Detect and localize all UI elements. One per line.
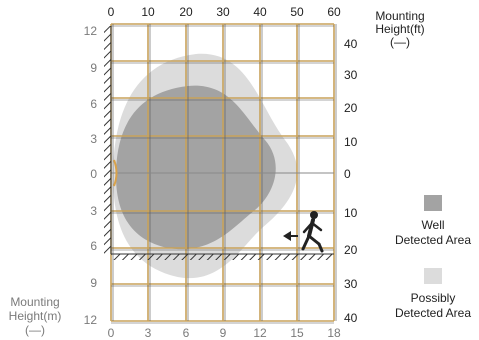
left-tick: 9 — [90, 276, 97, 290]
top-tick: 10 — [141, 5, 155, 19]
bottom-tick: 12 — [253, 326, 267, 340]
right-tick: 40 — [344, 37, 358, 51]
top-tick: 20 — [179, 5, 193, 19]
right-title-line1: Mounting — [375, 9, 424, 23]
bottom-tick: 3 — [145, 326, 152, 340]
floor-hatch — [111, 254, 334, 260]
right-tick: 20 — [344, 101, 358, 115]
possibly-legend-line2: Detected Area — [395, 306, 471, 320]
wall-hatch — [104, 26, 111, 254]
right-tick: 30 — [344, 68, 358, 82]
left-axis-title: Mounting Height(m) (—) — [9, 295, 62, 337]
right-axis: 40 30 20 10 0 10 20 30 40 — [344, 37, 358, 325]
left-tick: 6 — [90, 97, 97, 111]
left-title-line1: Mounting — [10, 295, 59, 309]
right-tick: 20 — [344, 243, 358, 257]
top-tick: 50 — [290, 5, 304, 19]
top-tick: 30 — [216, 5, 230, 19]
top-axis: 0 10 20 30 40 50 60 — [108, 5, 341, 19]
left-axis: 12 9 6 3 0 3 6 9 12 — [84, 24, 98, 327]
left-tick: 6 — [90, 239, 97, 253]
bottom-axis: 0 3 6 9 12 15 18 — [108, 326, 341, 340]
left-tick: 12 — [84, 24, 98, 38]
bottom-tick: 15 — [290, 326, 304, 340]
left-tick: 3 — [90, 204, 97, 218]
right-tick: 40 — [344, 311, 358, 325]
left-title-line3: (—) — [25, 323, 45, 337]
well-legend-line1: Well — [421, 218, 444, 232]
bottom-tick: 18 — [327, 326, 341, 340]
right-title-line3: (—) — [390, 35, 410, 49]
right-tick: 10 — [344, 135, 358, 149]
sensor-icon — [113, 159, 118, 187]
well-detected-area — [116, 85, 276, 250]
top-tick: 60 — [327, 5, 341, 19]
bottom-tick: 9 — [220, 326, 227, 340]
top-tick: 0 — [108, 5, 115, 19]
right-tick: 30 — [344, 277, 358, 291]
bottom-tick: 6 — [183, 326, 190, 340]
left-tick: 12 — [84, 313, 98, 327]
left-tick: 3 — [90, 132, 97, 146]
right-title-line2: Height(ft) — [375, 22, 424, 36]
possibly-legend-line1: Possibly — [411, 291, 456, 305]
right-axis-title: Mounting Height(ft) (—) — [375, 9, 424, 49]
possibly-detected-swatch — [424, 268, 442, 284]
left-tick: 9 — [90, 61, 97, 75]
left-arrow-icon — [283, 231, 298, 241]
well-detected-swatch — [424, 195, 442, 211]
grid — [110, 23, 335, 322]
top-tick: 40 — [253, 5, 267, 19]
well-legend-line2: Detected Area — [395, 233, 471, 247]
left-tick: 0 — [90, 167, 97, 181]
legend: Well Detected Area Possibly Detected Are… — [395, 195, 471, 320]
walking-person-icon — [301, 211, 324, 253]
left-title-line2: Height(m) — [9, 309, 62, 323]
right-tick: 10 — [344, 206, 358, 220]
right-tick: 0 — [344, 167, 351, 181]
bottom-tick: 0 — [108, 326, 115, 340]
